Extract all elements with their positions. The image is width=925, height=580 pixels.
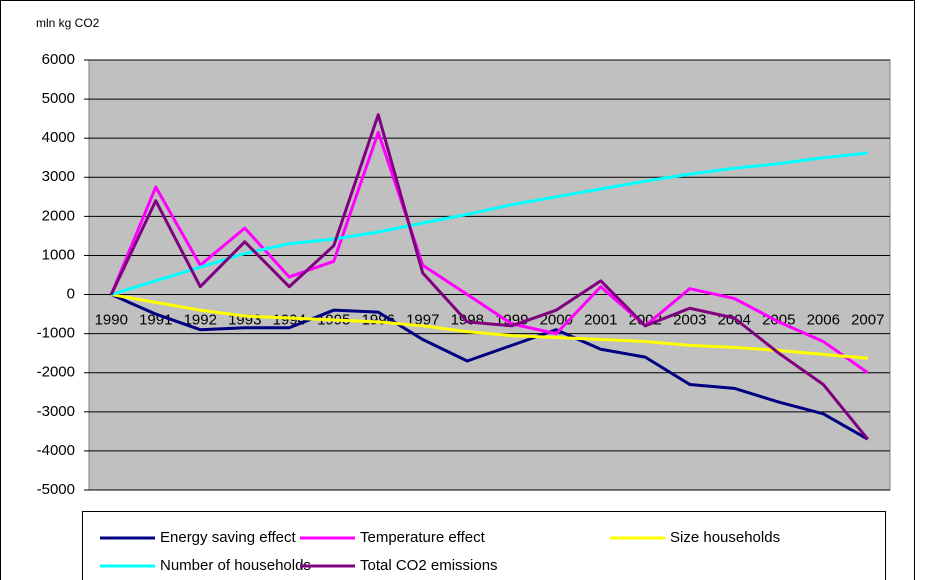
y-tick-label: 0 (67, 286, 75, 303)
series-line (110, 151, 868, 296)
series-line (109, 130, 869, 374)
y-tick-label: 1000 (42, 246, 75, 263)
y-tick-label: 4000 (42, 129, 75, 146)
y-tick-label: 3000 (42, 168, 75, 185)
legend-label: Total CO2 emissions (360, 557, 498, 574)
y-tick-label: -3000 (37, 403, 75, 420)
x-tick-label: 1992 (184, 312, 217, 329)
x-tick-label: 2003 (673, 312, 706, 329)
series-line (110, 293, 868, 360)
y-tick-label: -1000 (37, 325, 75, 342)
x-tick-label: 2006 (807, 312, 840, 329)
y-tick-label: 5000 (42, 90, 75, 107)
y-axis-unit: mln kg CO2 (36, 16, 100, 30)
legend-label: Energy saving effect (160, 529, 296, 546)
y-tick-label: -5000 (37, 481, 75, 498)
plot-area (88, 59, 891, 491)
legend-label: Number of households (160, 557, 311, 574)
legend-box (82, 511, 886, 580)
series-line (110, 293, 869, 441)
x-tick-label: 2007 (851, 312, 884, 329)
legend-label: Temperature effect (360, 529, 486, 546)
x-tick-label: 2001 (584, 312, 617, 329)
y-tick-label: 6000 (42, 51, 75, 68)
y-tick-label: -4000 (37, 442, 75, 459)
legend-label: Size households (670, 529, 780, 546)
y-tick-label: 2000 (42, 207, 75, 224)
x-tick-label: 1990 (95, 312, 128, 329)
y-tick-label: -2000 (37, 364, 75, 381)
series-line (109, 113, 869, 441)
